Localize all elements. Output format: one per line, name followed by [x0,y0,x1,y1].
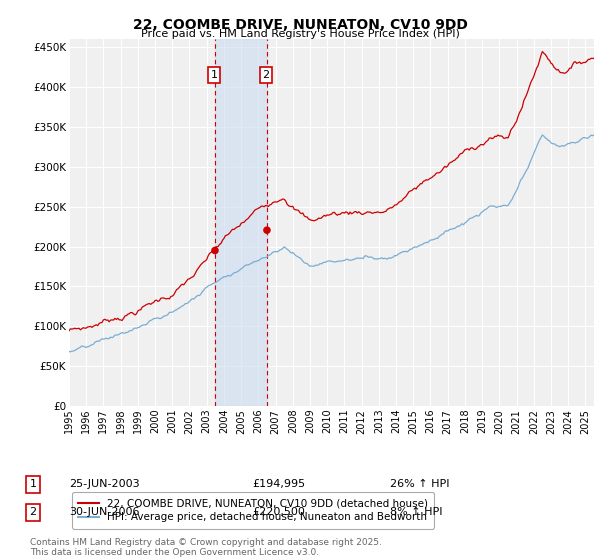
Text: 22, COOMBE DRIVE, NUNEATON, CV10 9DD: 22, COOMBE DRIVE, NUNEATON, CV10 9DD [133,18,467,32]
Text: 8% ↑ HPI: 8% ↑ HPI [390,507,443,517]
Legend: 22, COOMBE DRIVE, NUNEATON, CV10 9DD (detached house), HPI: Average price, detac: 22, COOMBE DRIVE, NUNEATON, CV10 9DD (de… [71,492,434,529]
Bar [215,39,267,406]
Text: 26% ↑ HPI: 26% ↑ HPI [390,479,449,489]
Text: £194,995: £194,995 [252,479,305,489]
Text: Contains HM Land Registry data © Crown copyright and database right 2025.
This d: Contains HM Land Registry data © Crown c… [30,538,382,557]
Point [262,226,272,235]
Text: Price paid vs. HM Land Registry's House Price Index (HPI): Price paid vs. HM Land Registry's House … [140,29,460,39]
Text: 25-JUN-2003: 25-JUN-2003 [69,479,140,489]
Text: 1: 1 [29,479,37,489]
Text: 2: 2 [263,70,269,80]
Text: 30-JUN-2006: 30-JUN-2006 [69,507,139,517]
Text: £220,500: £220,500 [252,507,305,517]
Text: 1: 1 [211,70,218,80]
Point [210,246,220,255]
Text: 2: 2 [29,507,37,517]
